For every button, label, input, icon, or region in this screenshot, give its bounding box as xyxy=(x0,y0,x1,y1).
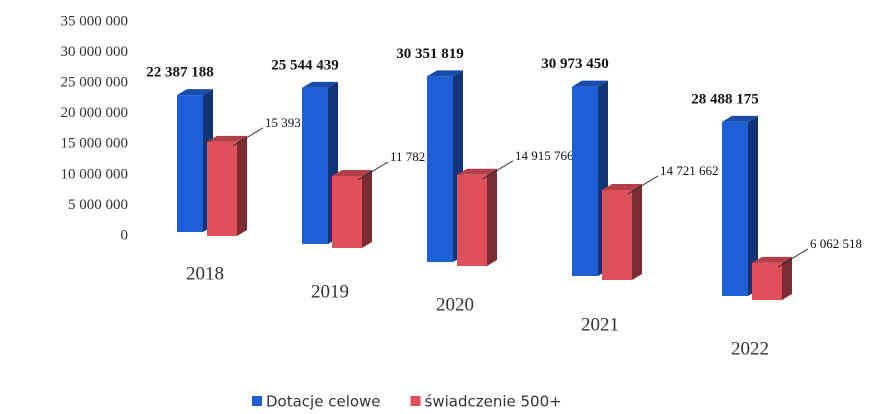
bar-side xyxy=(632,183,642,280)
leader-line xyxy=(232,127,264,147)
bar-top xyxy=(302,81,338,88)
x-tick-label: 2020 xyxy=(436,294,474,315)
bar-top xyxy=(752,256,792,263)
x-tick-label: 2022 xyxy=(731,338,769,359)
leader-line xyxy=(627,175,659,195)
bar xyxy=(752,262,782,300)
bar xyxy=(457,174,487,266)
bar-side xyxy=(487,168,497,266)
bar-side xyxy=(362,169,372,248)
legend-swatch xyxy=(410,396,421,406)
y-tick-label: 15 000 000 xyxy=(61,136,129,152)
value-label: 25 544 439 xyxy=(271,57,339,73)
y-tick-label: 35 000 000 xyxy=(61,13,129,29)
bar-top xyxy=(207,135,247,142)
bar-side xyxy=(748,115,758,296)
bar-side xyxy=(237,135,247,236)
bar-top xyxy=(457,168,497,175)
value-label: 30 973 450 xyxy=(541,56,609,72)
y-tick-label: 20 000 000 xyxy=(61,105,129,121)
leader-line xyxy=(357,161,389,181)
legend-label: świadczenie 500+ xyxy=(425,393,562,411)
x-tick-label: 2018 xyxy=(186,263,224,284)
leader-line xyxy=(777,248,809,268)
bar-top xyxy=(602,183,642,190)
value-label: 22 387 188 xyxy=(146,65,214,81)
bar-top xyxy=(572,80,608,87)
value-label: 30 351 819 xyxy=(396,46,464,62)
y-tick-label: 25 000 000 xyxy=(61,75,129,91)
bar-top xyxy=(427,70,463,77)
bar xyxy=(722,121,748,296)
legend-label: Dotacje celowe xyxy=(266,393,381,411)
y-tick-label: 10 000 000 xyxy=(61,166,129,182)
bar-top xyxy=(722,115,758,122)
value-label: 6 062 518 xyxy=(810,236,862,251)
x-tick-label: 2021 xyxy=(581,314,619,335)
bar xyxy=(207,141,237,236)
bar xyxy=(177,95,203,232)
bar xyxy=(602,189,632,280)
leader-line xyxy=(482,160,514,180)
bar xyxy=(302,87,328,245)
value-label: 14 915 766 xyxy=(515,148,574,163)
legend-swatch xyxy=(252,396,262,406)
bar xyxy=(572,86,598,276)
bar-top xyxy=(332,169,372,176)
bar-top xyxy=(177,89,213,96)
x-tick-label: 2019 xyxy=(311,281,349,302)
value-label: 28 488 175 xyxy=(691,91,759,107)
y-tick-label: 30 000 000 xyxy=(61,44,129,60)
bar xyxy=(427,76,453,262)
y-tick-label: 0 xyxy=(121,227,129,243)
bar-side xyxy=(782,256,792,300)
bar xyxy=(332,175,362,248)
y-tick-label: 5 000 000 xyxy=(68,197,128,213)
value-label: 14 721 662 xyxy=(660,163,719,178)
